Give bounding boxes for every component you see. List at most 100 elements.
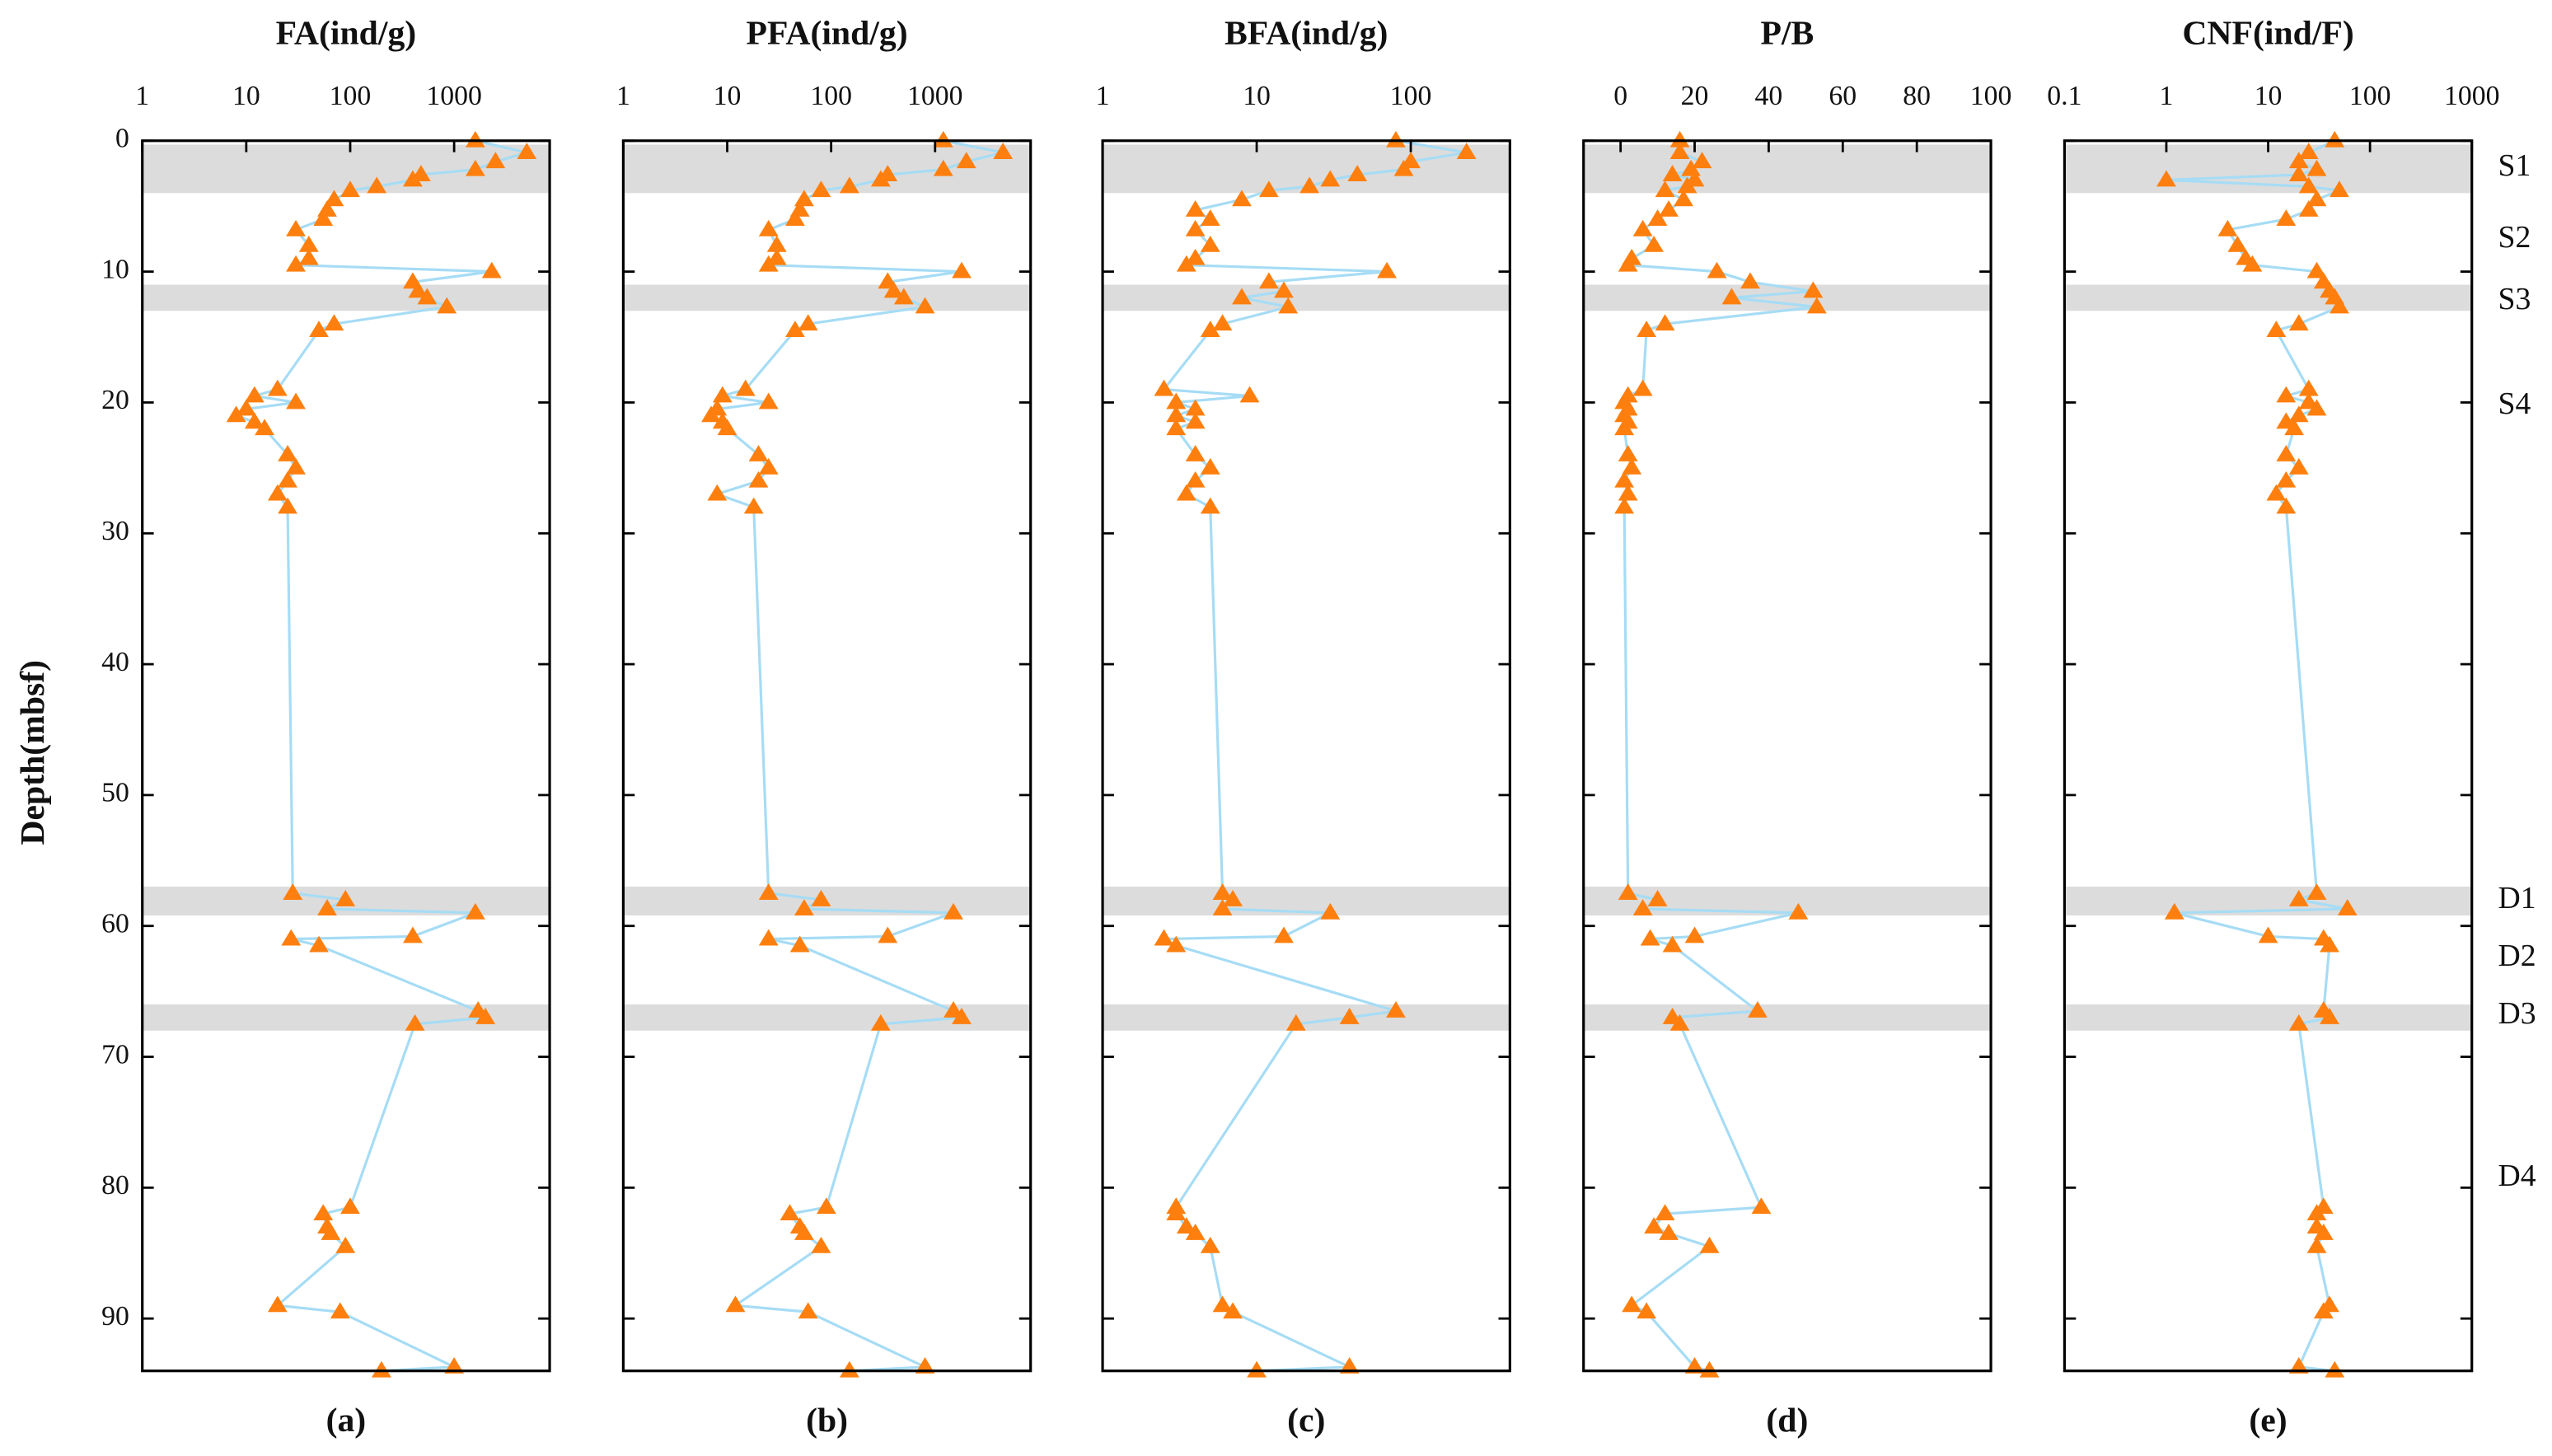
- marker: [2306, 883, 2327, 900]
- marker: [956, 152, 976, 169]
- panel-caption: (d): [1766, 1402, 1808, 1440]
- zone-label: S3: [2498, 282, 2531, 316]
- marker: [1212, 1295, 1233, 1313]
- marker: [465, 902, 485, 920]
- marker: [1659, 1224, 1679, 1240]
- marker: [1200, 209, 1220, 227]
- marker: [1154, 929, 1174, 946]
- marker: [324, 314, 344, 331]
- marker: [2337, 899, 2358, 916]
- marker: [2306, 159, 2327, 176]
- marker: [403, 170, 423, 187]
- marker: [2276, 497, 2297, 514]
- marker: [811, 1236, 831, 1253]
- marker: [1185, 412, 1206, 429]
- depth-zone: [1103, 1004, 1510, 1031]
- depth-zone: [2064, 284, 2472, 311]
- marker: [2325, 130, 2345, 147]
- marker: [839, 1360, 859, 1378]
- plot-frame: [621, 139, 1033, 1373]
- marker: [1185, 200, 1206, 217]
- marker: [2276, 445, 2297, 461]
- marker: [766, 235, 787, 252]
- marker: [1692, 152, 1712, 169]
- marker: [707, 484, 728, 501]
- panel-title: P/B: [1760, 14, 1814, 52]
- marker: [2298, 176, 2319, 194]
- marker: [278, 497, 297, 514]
- x-tick-label: 60: [1829, 81, 1857, 111]
- marker: [735, 379, 756, 396]
- marker: [367, 176, 387, 194]
- marker: [2306, 1236, 2327, 1253]
- marker: [1274, 926, 1294, 943]
- x-tick-label: 20: [1681, 81, 1709, 111]
- marker: [226, 405, 246, 423]
- depth-zone: [623, 144, 1031, 194]
- marker: [1232, 288, 1252, 305]
- marker: [2298, 143, 2319, 160]
- x-tick-label: 100: [1390, 81, 1432, 111]
- marker: [2306, 190, 2327, 207]
- marker: [1377, 261, 1398, 279]
- marker: [2288, 890, 2309, 906]
- x-tick-label: 1000: [907, 81, 962, 111]
- x-tick-label: 1: [616, 81, 630, 111]
- marker: [236, 399, 256, 416]
- marker: [789, 935, 810, 953]
- marker: [403, 926, 423, 943]
- marker: [758, 219, 779, 236]
- marker: [717, 419, 738, 436]
- marker: [313, 1204, 334, 1221]
- marker: [1614, 471, 1635, 488]
- marker: [811, 180, 831, 198]
- marker: [2298, 200, 2319, 217]
- marker: [437, 297, 457, 314]
- marker: [324, 190, 344, 207]
- y-tick-label: 20: [101, 385, 129, 415]
- marker: [1154, 379, 1174, 396]
- x-tick-label: 100: [1970, 81, 2012, 111]
- depth-zone: [1103, 284, 1510, 311]
- marker: [2313, 1302, 2334, 1319]
- marker: [1803, 281, 1824, 298]
- marker: [2276, 209, 2297, 227]
- marker: [405, 1014, 425, 1031]
- marker: [1647, 209, 1668, 227]
- marker: [1212, 314, 1233, 331]
- marker: [878, 926, 898, 943]
- marker: [2276, 386, 2297, 403]
- profile-line: [2166, 139, 2348, 1373]
- marker: [1320, 170, 1341, 187]
- marker: [2320, 1007, 2339, 1024]
- depth-zone: [1583, 1004, 1992, 1031]
- profile-line: [709, 139, 1004, 1373]
- marker: [1647, 890, 1668, 906]
- marker: [372, 1360, 391, 1378]
- y-tick-label: 60: [101, 908, 129, 939]
- marker: [2306, 261, 2327, 279]
- marker: [286, 219, 306, 236]
- marker: [267, 484, 288, 501]
- marker: [340, 180, 360, 198]
- marker: [798, 314, 818, 331]
- marker: [1185, 399, 1206, 416]
- marker: [1740, 272, 1760, 289]
- marker: [2276, 471, 2297, 488]
- marker: [758, 255, 779, 272]
- marker: [1200, 321, 1220, 338]
- depth-zone: [1583, 284, 1992, 311]
- marker: [1166, 419, 1187, 436]
- marker: [1347, 165, 1368, 182]
- marker: [2217, 219, 2238, 236]
- x-tick-label: 100: [330, 81, 372, 111]
- marker: [1258, 272, 1279, 289]
- marker: [839, 176, 859, 194]
- marker: [758, 457, 779, 475]
- marker: [335, 1236, 356, 1253]
- marker: [2288, 1014, 2309, 1031]
- marker: [2284, 419, 2305, 436]
- marker: [915, 297, 935, 314]
- marker: [1748, 1001, 1768, 1018]
- marker: [725, 1295, 746, 1313]
